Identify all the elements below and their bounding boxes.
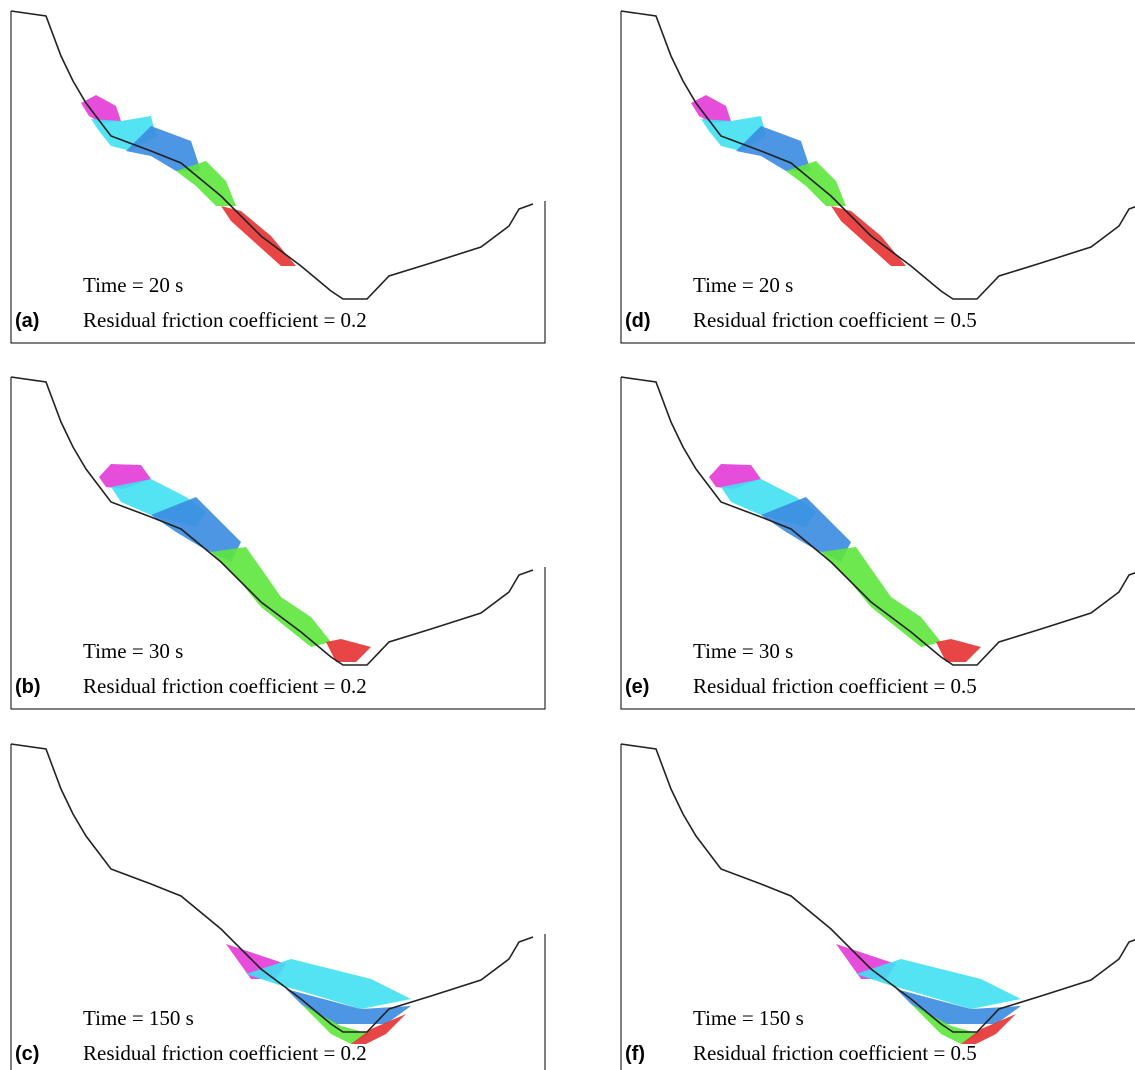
terrain-profile [10, 743, 534, 1033]
particle-mass [211, 547, 331, 647]
panel-content: Time = 20 s (d) Residual friction coeffici… [620, 10, 1135, 344]
panel-frame [620, 11, 1135, 344]
friction-label: Residual friction coefficient = 0.5 [693, 308, 977, 332]
particle-mass [736, 126, 811, 171]
particle-mass [221, 206, 296, 266]
panel: Time = 30 s (b) Residual friction coeffici… [10, 376, 546, 710]
particle-mass [246, 959, 411, 1009]
friction-label: Residual friction coefficient = 0.5 [693, 674, 977, 698]
time-label: Time = 30 s [83, 639, 183, 663]
panel: Time = 20 s (a) Residual friction coeffici… [10, 10, 546, 344]
particle-mass [691, 95, 731, 123]
particle-mass [286, 989, 411, 1024]
time-label: Time = 20 s [693, 273, 793, 297]
particle-mass [351, 1014, 406, 1044]
friction-label: Residual friction coefficient = 0.2 [83, 1041, 367, 1065]
panel-label: (d) [625, 310, 651, 332]
particle-mass [961, 1014, 1016, 1044]
panel-label: (c) [15, 1043, 39, 1065]
panel: Time = 150 s (c) Residual friction coeffic… [10, 743, 546, 1070]
panel-content: Time = 30 s (e) Residual friction coeffici… [620, 376, 1135, 710]
time-label: Time = 30 s [693, 639, 793, 663]
terrain-profile [620, 376, 1135, 666]
time-label: Time = 150 s [693, 1006, 804, 1030]
time-label: Time = 150 s [83, 1006, 194, 1030]
particle-mass [831, 206, 906, 266]
particle-mass [81, 95, 121, 123]
terrain-profile [10, 10, 534, 300]
particle-mass [761, 497, 851, 562]
panel-frame [10, 744, 546, 1070]
friction-label: Residual friction coefficient = 0.2 [83, 674, 367, 698]
panel-content: Time = 30 s (b) Residual friction coeffici… [10, 376, 546, 710]
panel-frame [10, 377, 546, 710]
particle-mass [896, 989, 1021, 1024]
panel-label: (a) [15, 310, 39, 332]
particle-mass [936, 639, 981, 662]
panel: Time = 150 s (f) Residual friction coeffic… [620, 743, 1135, 1070]
panel-content: Time = 150 s (f) Residual friction coeffic… [620, 743, 1135, 1070]
panel: Time = 30 s (e) Residual friction coeffici… [620, 376, 1135, 710]
panel-label: (f) [625, 1043, 645, 1065]
time-label: Time = 20 s [83, 273, 183, 297]
panel-content: Time = 20 s (a) Residual friction coeffici… [10, 10, 546, 344]
terrain-profile [10, 376, 534, 666]
panel-frame [10, 11, 546, 344]
panel-frame [620, 744, 622, 1070]
panel: Time = 20 s (d) Residual friction coeffici… [620, 10, 1135, 344]
particle-mass [821, 547, 941, 647]
panel-content: Time = 150 s (c) Residual friction coeffic… [10, 743, 546, 1070]
friction-label: Residual friction coefficient = 0.5 [693, 1041, 977, 1065]
particle-mass [151, 497, 241, 562]
terrain-profile [620, 10, 1135, 300]
particle-mass [126, 126, 201, 171]
panel-frame [620, 377, 1135, 710]
panel-label: (b) [15, 676, 41, 698]
particle-mass [856, 959, 1021, 1009]
particle-mass [326, 639, 371, 662]
panel-label: (e) [625, 676, 649, 698]
friction-label: Residual friction coefficient = 0.2 [83, 308, 367, 332]
terrain-profile [620, 743, 1135, 1033]
